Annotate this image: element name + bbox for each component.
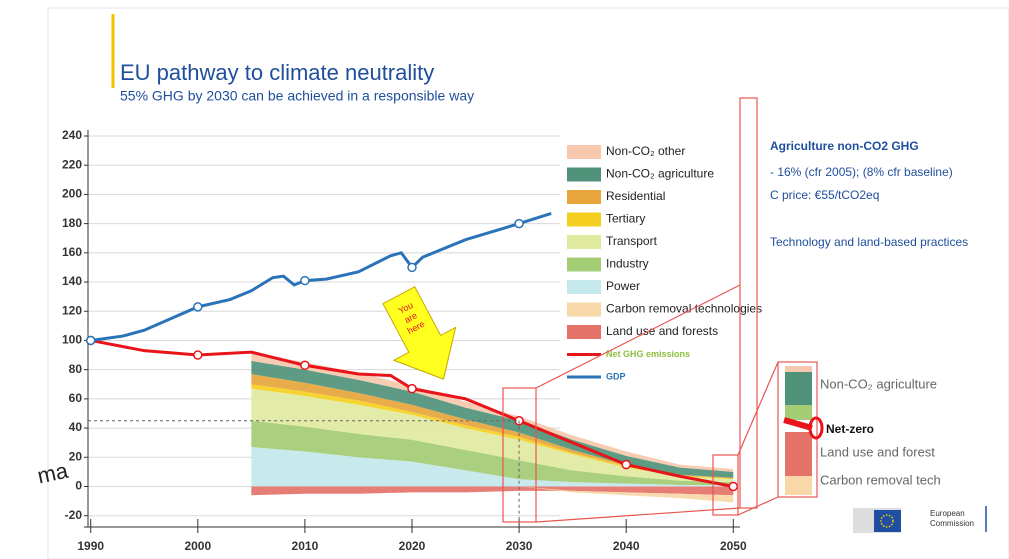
inset-segment <box>785 476 812 495</box>
area <box>251 447 734 487</box>
area <box>251 384 734 480</box>
point <box>728 481 739 492</box>
legend-label: Non-CO₂ other <box>606 144 685 158</box>
legend-label: Power <box>606 279 640 293</box>
legend-swatch <box>567 167 601 182</box>
area <box>251 374 734 479</box>
legend-swatch <box>567 145 601 159</box>
y-tick-label: 140 <box>62 274 82 288</box>
connector <box>737 496 779 516</box>
area <box>251 360 734 478</box>
note-line: C price: €55/tCO2eq <box>770 188 879 202</box>
box-inset <box>777 361 818 498</box>
plot: -200204060801001201401601802002202401990… <box>62 128 762 553</box>
inset-label: Non-CO₂ agriculture <box>820 376 937 391</box>
y-tick-label: 200 <box>62 187 82 201</box>
y-tick-label: 220 <box>62 157 82 171</box>
point <box>300 275 310 286</box>
x-tick-label: 2050 <box>720 539 747 553</box>
y-tick-label: 60 <box>69 391 83 405</box>
area <box>251 486 734 503</box>
y-tick-label: 240 <box>62 128 82 142</box>
y-tick-label: 160 <box>62 245 82 259</box>
area <box>251 486 734 496</box>
legend-swatch <box>567 190 601 204</box>
legend-label: Land use and forests <box>606 324 718 338</box>
x-tick-label: 2030 <box>506 539 533 553</box>
inset-segment <box>785 405 812 420</box>
connector <box>535 284 741 389</box>
y-tick-label: 20 <box>69 449 83 463</box>
point <box>407 262 417 273</box>
inset-segment <box>785 366 812 372</box>
y-tick-label: 180 <box>62 216 82 230</box>
inset-label: Net-zero <box>826 422 874 436</box>
legend-label: GDP <box>606 371 626 381</box>
area <box>251 352 734 472</box>
box-zoom <box>739 97 758 509</box>
note-line: - 16% (cfr 2005); (8% cfr baseline) <box>770 165 953 179</box>
logo-flag <box>874 510 901 532</box>
point <box>407 383 417 394</box>
legend-swatch <box>567 257 601 272</box>
chart-subtitle: 55% GHG by 2030 can be achieved in a res… <box>120 88 474 104</box>
logo-stars <box>880 514 894 528</box>
x-tick-label: 2000 <box>184 539 211 553</box>
y-tick-label: 120 <box>62 303 82 317</box>
arrow-shape <box>382 286 457 380</box>
point <box>85 335 96 346</box>
logo-text: Commission <box>930 519 974 528</box>
net-zero-line <box>783 417 813 431</box>
area <box>251 420 734 486</box>
highlight-boxes <box>502 97 818 523</box>
legend-label: Residential <box>606 189 665 203</box>
note-heading: Agriculture non-CO2 GHG <box>770 139 919 153</box>
point <box>514 218 524 229</box>
legend-swatch <box>567 302 601 317</box>
connector <box>535 507 741 523</box>
logo-text: European <box>930 509 965 518</box>
legend-label: Transport <box>606 234 658 248</box>
connector <box>737 361 779 456</box>
inset-segment <box>785 432 812 476</box>
point <box>621 459 631 470</box>
legend-label: Industry <box>606 257 649 271</box>
legend-label: Non-CO₂ agriculture <box>606 167 714 181</box>
inset-segment <box>785 372 812 405</box>
legend-label: Tertiary <box>606 212 645 226</box>
x-tick-label: 2010 <box>292 539 319 553</box>
legend-label: Net GHG emissions <box>606 349 690 359</box>
legend-swatch <box>567 280 601 294</box>
y-tick-label: 100 <box>62 333 82 347</box>
net-zero-marker <box>808 416 824 440</box>
chart-title: EU pathway to climate neutrality <box>120 60 434 85</box>
inset-label: Land use and forest <box>820 444 935 459</box>
area <box>251 388 734 483</box>
x-tick-label: 2020 <box>399 539 426 553</box>
inset-bar <box>783 366 824 495</box>
note-footer: Technology and land-based practices <box>770 235 968 249</box>
legend-swatch <box>567 212 601 227</box>
y-tick-label: -20 <box>65 508 83 522</box>
point <box>300 360 310 371</box>
logo: European Commission <box>853 506 987 533</box>
legend-swatch <box>567 325 601 339</box>
legend-swatch <box>567 235 601 249</box>
inset-label: Carbon removal tech <box>820 472 941 487</box>
point <box>193 302 203 312</box>
line <box>90 338 734 488</box>
y-tick-label: 0 <box>75 479 82 493</box>
y-tick-label: 80 <box>69 362 83 376</box>
x-tick-label: 2040 <box>613 539 640 553</box>
box-2030 <box>502 387 537 523</box>
point <box>193 350 203 360</box>
box-2050 <box>712 454 739 516</box>
legend-label: Carbon removal technologies <box>606 302 762 316</box>
y-tick-label: 40 <box>69 420 83 434</box>
x-tick-label: 1990 <box>77 539 104 553</box>
